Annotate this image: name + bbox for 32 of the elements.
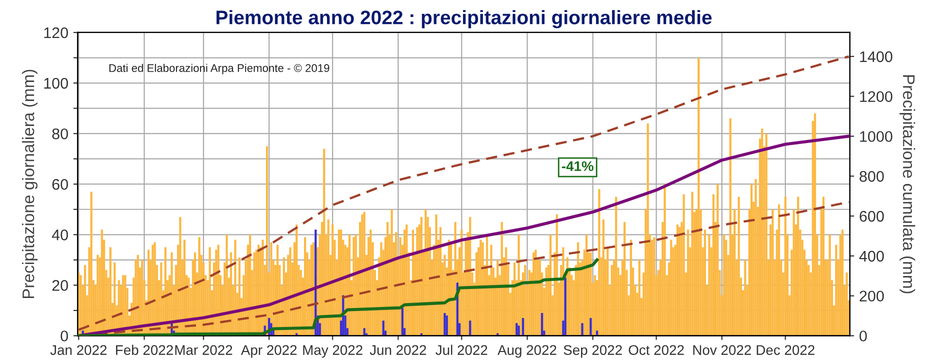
y2-tick-label: 400 bbox=[859, 250, 884, 262]
y-tick-label: 60 bbox=[52, 178, 68, 190]
annotation: -41% bbox=[562, 161, 594, 172]
x-tick-label: May 2022 bbox=[303, 345, 362, 358]
y2-tick-label: 0 bbox=[860, 330, 867, 342]
x-tick-label: Jul 2022 bbox=[436, 344, 488, 355]
y-tick-label: 20 bbox=[52, 280, 68, 291]
y-tick-label: 80 bbox=[52, 128, 68, 140]
x-tick-label: Sep 2022 bbox=[564, 345, 622, 358]
y-tick-label: 100 bbox=[44, 78, 68, 89]
x-tick-label: Aug 2022 bbox=[498, 345, 556, 358]
x-tick-label: Apr 2022 bbox=[240, 345, 297, 358]
x-tick-label: Nov 2022 bbox=[693, 345, 751, 355]
y2-tick-label: 200 bbox=[860, 290, 884, 302]
x-tick-label: Jun 2022 bbox=[370, 345, 426, 355]
x-tick-label: Mar 2022 bbox=[175, 345, 232, 355]
y-tick-label: 0 bbox=[60, 330, 68, 342]
annotation: Dati ed Elaborazioni Arpa Piemonte - © 2019 bbox=[109, 64, 330, 74]
y-tick-label: 120 bbox=[44, 27, 68, 38]
y2-tick-label: 1400 bbox=[860, 51, 892, 62]
x-tick-label: Feb 2022 bbox=[116, 344, 173, 355]
x-tick-label: Jan 2022 bbox=[50, 345, 107, 355]
chart-title: Piemonte anno 2022 : precipitazioni giornaliere medie bbox=[216, 10, 712, 28]
x-tick-label: Dec 2022 bbox=[756, 345, 814, 355]
y2-axis-title: Precipitazione cumulata (mm) bbox=[900, 75, 916, 294]
y2-tick-label: 800 bbox=[860, 171, 884, 182]
y-tick-label: 40 bbox=[52, 230, 68, 240]
x-tick-label: Oct 2022 bbox=[628, 345, 684, 355]
y2-tick-label: 1200 bbox=[860, 91, 892, 102]
y2-tick-label: 1000 bbox=[860, 131, 892, 142]
y-axis-title: Precipitazione giornaliera (mm) bbox=[22, 70, 38, 298]
y2-tick-label: 600 bbox=[860, 210, 884, 222]
